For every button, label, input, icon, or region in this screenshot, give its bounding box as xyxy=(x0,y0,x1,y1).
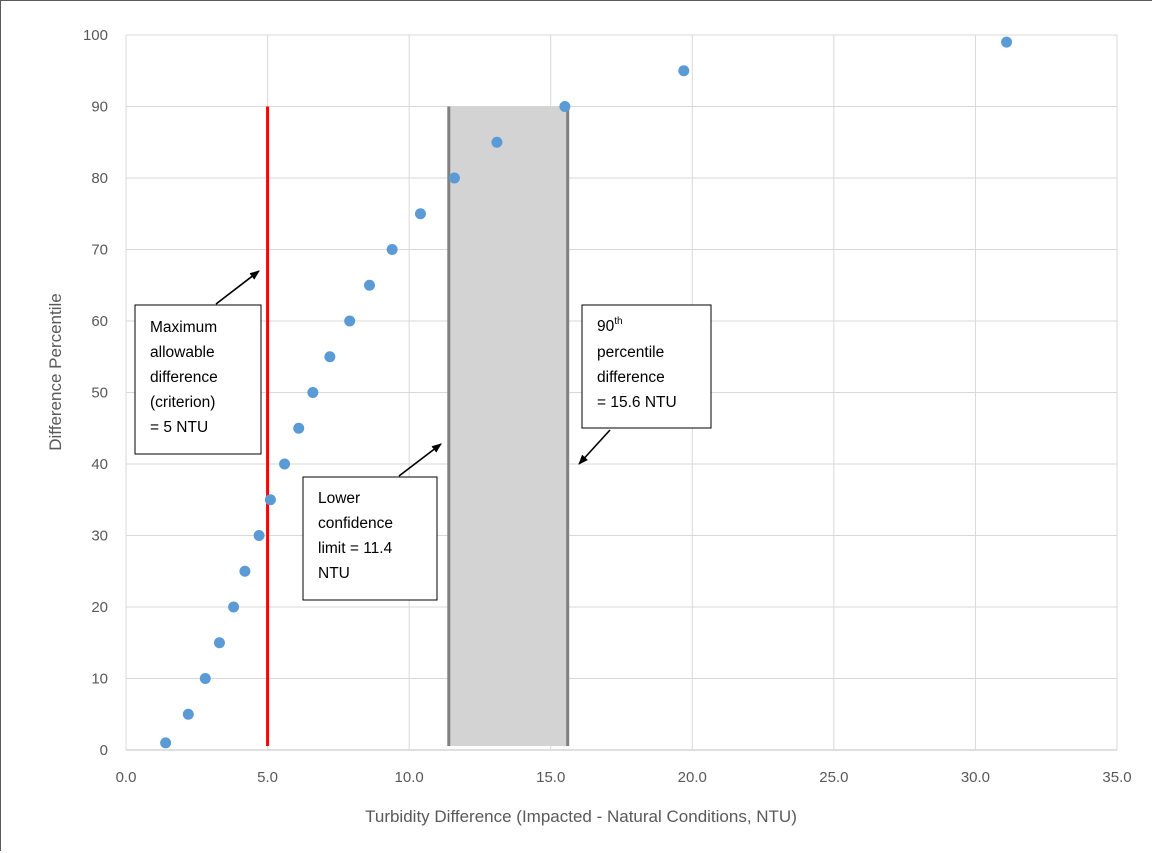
data-point xyxy=(239,565,251,577)
y-axis-title: Difference Percentile xyxy=(46,293,65,451)
y-tick-label: 0 xyxy=(100,742,108,759)
data-point xyxy=(448,172,460,184)
percentile-annotation-text: 90th percentile difference = 15.6 NTU xyxy=(597,311,677,411)
data-point xyxy=(279,458,291,470)
y-tick-label: 70 xyxy=(91,242,108,259)
x-axis-title: Turbidity Difference (Impacted - Natural… xyxy=(365,807,797,826)
data-point xyxy=(307,387,319,398)
data-point xyxy=(678,65,690,77)
y-tick-label: 100 xyxy=(83,27,108,44)
percentile-arrow xyxy=(578,429,611,465)
data-point xyxy=(293,422,305,434)
data-point xyxy=(559,101,571,112)
percentile-annotation-box xyxy=(581,304,712,429)
y-tick-label: 60 xyxy=(91,313,108,330)
percentile-superscript: th xyxy=(614,316,622,327)
data-point xyxy=(199,673,211,684)
criterion-annotation: Maximum allowable difference (criterion)… xyxy=(134,270,262,455)
y-tick-label: 30 xyxy=(91,528,108,545)
lower-limit-line-4: NTU xyxy=(318,565,350,582)
percentile-annotation: 90th percentile difference = 15.6 NTU xyxy=(578,304,712,465)
percentile-line-3: difference xyxy=(597,369,665,386)
data-point xyxy=(1001,36,1013,48)
x-tick-label: 35.0 xyxy=(1102,769,1131,786)
criterion-line-2: allowable xyxy=(150,344,215,361)
data-point xyxy=(414,208,426,220)
lower-limit-annotation-box xyxy=(302,476,438,601)
x-tick-label: 20.0 xyxy=(678,769,707,786)
criterion-arrow xyxy=(215,270,260,305)
data-point xyxy=(228,601,240,613)
data-point xyxy=(364,279,376,291)
data-point xyxy=(344,315,356,327)
confidence-interval-band xyxy=(448,106,568,746)
lower-limit-line-3: limit = 11.4 xyxy=(318,540,393,557)
y-tick-label: 40 xyxy=(91,456,108,473)
percentile-line-4: = 15.6 NTU xyxy=(597,394,677,411)
data-point xyxy=(491,136,503,148)
y-tick-label: 10 xyxy=(91,671,108,688)
lower-limit-line-2: confidence xyxy=(318,515,393,532)
criterion-annotation-box xyxy=(134,304,262,455)
lower-limit-line-1: Lower xyxy=(318,490,360,507)
lower-limit-annotation: Lower confidence limit = 11.4 NTU xyxy=(302,443,442,601)
x-tick-label: 25.0 xyxy=(819,769,848,786)
y-tick-label: 80 xyxy=(91,170,108,187)
lower-limit-arrow xyxy=(398,443,442,477)
data-point xyxy=(182,708,194,720)
x-tick-label: 15.0 xyxy=(536,769,565,786)
data-point xyxy=(160,737,172,749)
y-tick-label: 50 xyxy=(91,385,108,402)
data-point xyxy=(324,351,336,363)
x-tick-label: 5.0 xyxy=(257,769,278,786)
criterion-line-5: = 5 NTU xyxy=(150,419,208,436)
criterion-line-3: difference xyxy=(150,369,218,386)
percentile-line-1: 90 xyxy=(597,318,615,335)
x-tick-label: 10.0 xyxy=(395,769,424,786)
lower-limit-annotation-text: Lower confidence limit = 11.4 NTU xyxy=(318,490,397,582)
data-point xyxy=(253,530,265,541)
criterion-line-1: Maximum xyxy=(150,319,217,336)
data-point xyxy=(386,244,398,255)
criterion-annotation-text: Maximum allowable difference (criterion)… xyxy=(150,319,222,436)
data-point xyxy=(213,637,225,649)
x-tick-label: 30.0 xyxy=(961,769,990,786)
data-point xyxy=(264,494,276,506)
x-tick-label: 0.0 xyxy=(116,769,137,786)
criterion-line-4: (criterion) xyxy=(150,394,215,411)
y-tick-label: 20 xyxy=(91,599,108,616)
y-tick-label: 90 xyxy=(91,99,108,116)
percentile-line-2: percentile xyxy=(597,344,664,361)
